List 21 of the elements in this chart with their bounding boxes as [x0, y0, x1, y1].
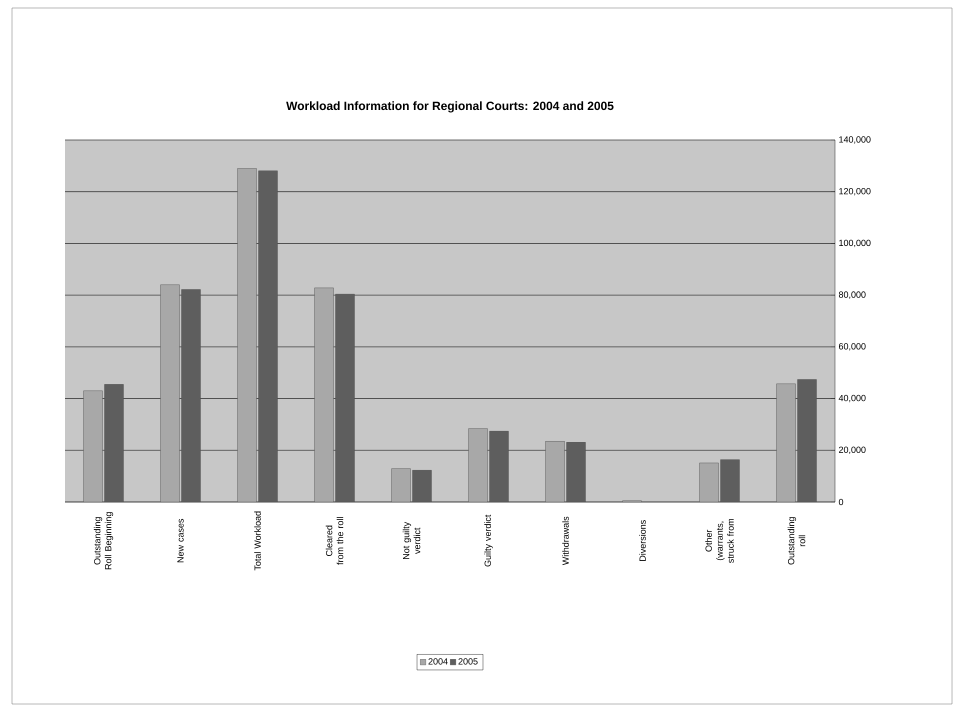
- y-tick-label: 40,000: [838, 394, 866, 402]
- x-tick-label: Not guilty verdict: [402, 522, 420, 559]
- x-tick-label: New cases: [177, 518, 184, 562]
- x-tick-label: Outstanding roll: [788, 517, 806, 565]
- x-tick-label: Withdrawals: [562, 516, 569, 566]
- y-tick-label: 140,000: [839, 136, 871, 144]
- x-tick-label: Outstanding Roll Beginning: [94, 512, 114, 570]
- y-tick-label: 0: [838, 498, 844, 506]
- y-tick-label: 80,000: [838, 291, 866, 299]
- legend-label: 2004: [428, 658, 448, 665]
- y-tick-label: 20,000: [838, 446, 866, 454]
- x-tick-label: Total Workload: [254, 512, 261, 570]
- y-tick-label: 100,000: [839, 240, 871, 248]
- x-tick-label: Diversions: [639, 520, 646, 561]
- legend-label: 2005: [458, 658, 478, 665]
- y-tick-label: 120,000: [839, 188, 871, 196]
- y-tick-label: 60,000: [838, 343, 866, 351]
- x-tick-label: Other (warrants, struck from: [705, 518, 734, 563]
- chart-title: Workload Information for Regional Courts: 2004 and 2005: [286, 101, 614, 112]
- x-tick-label: Guilty verdict: [484, 514, 493, 566]
- x-tick-label: Cleared from the roll: [326, 517, 344, 565]
